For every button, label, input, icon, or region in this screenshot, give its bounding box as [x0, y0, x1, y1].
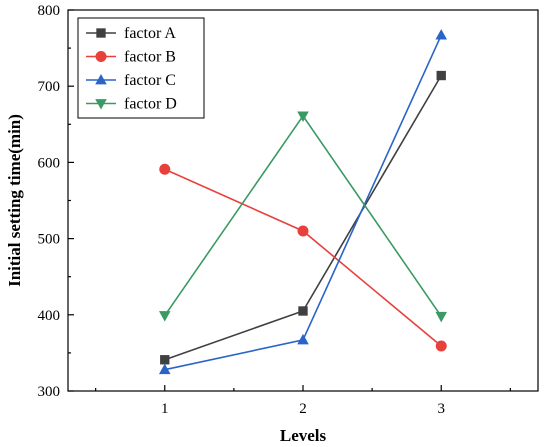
data-point-factor-a — [298, 306, 308, 316]
data-point-factor-d — [297, 111, 309, 122]
data-point-factor-d — [435, 311, 448, 323]
series-layer — [158, 29, 448, 375]
legend-item: factor D — [86, 96, 177, 113]
y-tick-label: 300 — [38, 384, 61, 400]
legend-marker — [95, 73, 107, 85]
y-tick-label: 500 — [38, 232, 61, 248]
legend-item: factor B — [86, 49, 176, 66]
data-point-factor-a — [160, 355, 170, 365]
y-tick-label: 400 — [38, 308, 61, 324]
data-point-factor-d — [158, 311, 171, 322]
legend-label: factor D — [124, 96, 177, 113]
data-point-factor-b — [159, 163, 171, 175]
data-point-factor-b — [435, 340, 447, 352]
y-tick-label: 600 — [38, 155, 61, 171]
y-tick-label: 700 — [38, 79, 61, 95]
data-point-factor-b — [297, 225, 309, 237]
legend-marker — [95, 51, 107, 62]
legend-label: factor C — [124, 72, 176, 89]
axes: 300 400 500 600 700 800 1 2 3 — [38, 3, 539, 417]
legend: factor A factor B factor C factor D — [77, 17, 205, 119]
legend-marker — [96, 28, 106, 38]
legend-label: factor A — [124, 25, 176, 42]
legend-marker — [95, 99, 107, 110]
series-factor-a — [160, 70, 446, 365]
series-factor-b — [159, 163, 447, 352]
data-point-factor-c — [297, 333, 309, 345]
y-axis-title: Initial setting time(min) — [5, 114, 24, 287]
x-axis-title: Levels — [280, 426, 327, 445]
legend-item: factor C — [86, 72, 176, 89]
data-point-factor-c — [158, 363, 171, 375]
x-tick-label: 3 — [437, 401, 445, 417]
legend-item: factor A — [86, 25, 176, 42]
x-tick-label: 1 — [161, 401, 169, 417]
series-factor-c — [158, 29, 448, 375]
series-factor-d — [158, 111, 448, 323]
legend-label: factor B — [124, 49, 176, 66]
y-tick-label: 800 — [38, 3, 61, 19]
series-line-factor-c — [164, 34, 442, 371]
data-point-factor-a — [436, 70, 446, 81]
series-line-factor-b — [164, 168, 442, 347]
data-point-factor-c — [435, 29, 448, 40]
x-tick-label: 2 — [299, 401, 307, 417]
